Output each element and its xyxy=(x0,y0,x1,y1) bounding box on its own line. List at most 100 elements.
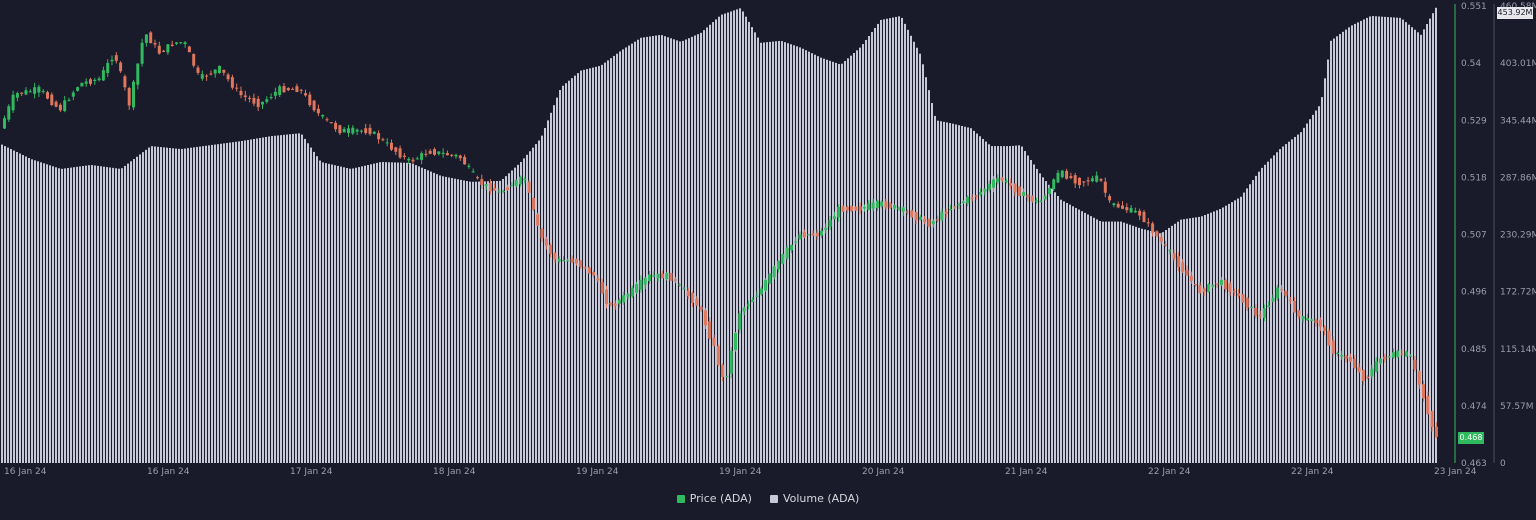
candle xyxy=(46,92,49,99)
candle xyxy=(355,129,359,132)
volume-bar xyxy=(592,67,594,464)
volume-bar xyxy=(1138,227,1140,463)
candle xyxy=(880,201,884,207)
volume-bar xyxy=(1258,171,1260,464)
volume-bar xyxy=(58,168,60,463)
price-tick-label: 0.518 xyxy=(1461,173,1487,183)
volume-bar xyxy=(148,147,150,464)
volume-bar xyxy=(697,34,699,464)
volume-bar xyxy=(1003,146,1005,463)
volume-bar xyxy=(652,36,654,463)
volume-bar xyxy=(121,168,123,463)
candle xyxy=(746,304,750,306)
volume-bar xyxy=(94,165,96,463)
volume-bar xyxy=(514,167,516,463)
x-tick-label: 16 Jan 24 xyxy=(4,467,47,477)
volume-bar xyxy=(322,162,324,464)
candle xyxy=(471,171,475,173)
volume-bar xyxy=(1336,36,1338,463)
candle xyxy=(1108,196,1112,201)
candle xyxy=(1039,201,1043,203)
volume-bar xyxy=(925,77,927,463)
volume-bar xyxy=(163,147,165,464)
candle xyxy=(119,62,123,72)
volume-bar xyxy=(496,180,498,464)
candle xyxy=(454,154,458,157)
volume-bar xyxy=(952,123,954,463)
volume-bar xyxy=(631,43,633,464)
candle xyxy=(1004,180,1008,182)
price-tick-label: 0.496 xyxy=(1461,288,1487,298)
candle xyxy=(205,75,209,77)
candle xyxy=(273,91,277,96)
candle xyxy=(338,125,342,134)
legend-item-price[interactable]: Price (ADA) xyxy=(676,492,752,505)
candle xyxy=(966,196,970,204)
candle xyxy=(549,244,553,254)
candle xyxy=(738,313,742,330)
candle xyxy=(1310,319,1314,321)
volume-bar xyxy=(1306,123,1308,464)
volume-bar xyxy=(1228,203,1230,463)
legend-item-volume[interactable]: Volume (ADA) xyxy=(769,492,859,505)
price-series xyxy=(3,31,1438,439)
candle xyxy=(1237,293,1241,296)
candle xyxy=(1301,316,1305,320)
volume-bar xyxy=(475,181,477,464)
candle xyxy=(768,273,772,284)
volume-bar xyxy=(1060,199,1062,463)
volume-bar xyxy=(763,42,765,463)
candle xyxy=(1426,396,1430,414)
candle xyxy=(970,197,974,199)
volume-bar xyxy=(1312,114,1314,463)
candle xyxy=(643,277,647,285)
volume-bar xyxy=(112,167,114,463)
candle xyxy=(187,46,191,53)
candle xyxy=(1305,318,1309,321)
candle xyxy=(196,67,200,73)
volume-bar xyxy=(1075,207,1077,463)
volume-bar xyxy=(730,11,732,463)
candle xyxy=(923,218,927,223)
candle xyxy=(291,88,295,90)
volume-bar xyxy=(274,135,276,463)
volume-bar xyxy=(1276,152,1278,464)
volume-bar xyxy=(1411,27,1413,464)
candle xyxy=(1047,188,1051,195)
volume-bar xyxy=(292,133,294,463)
volume-bar xyxy=(820,57,822,464)
candle xyxy=(248,97,252,100)
volume-bar xyxy=(442,176,444,464)
volume-bar xyxy=(748,21,750,463)
volume-bar xyxy=(1183,219,1185,463)
volume-bar xyxy=(1096,219,1098,463)
volume-bar xyxy=(319,160,321,464)
candle xyxy=(286,87,290,91)
volume-bar xyxy=(28,158,30,463)
volume-bar xyxy=(376,162,378,464)
volume-bar xyxy=(130,161,132,463)
candle xyxy=(239,90,243,96)
volume-bar xyxy=(595,66,597,464)
candle xyxy=(1422,384,1425,399)
volume-bar xyxy=(1144,229,1146,463)
volume-bar xyxy=(478,181,480,463)
price-tick-label: 0.463 xyxy=(1461,459,1487,469)
volume-bar xyxy=(1390,17,1392,463)
volume-bar xyxy=(523,158,525,463)
candle xyxy=(93,79,97,82)
candle xyxy=(63,100,67,112)
volume-bar xyxy=(1273,155,1275,464)
volume-bar xyxy=(1327,59,1329,464)
x-tick-label: 22 Jan 24 xyxy=(1291,467,1334,477)
legend-label-price: Price (ADA) xyxy=(689,492,752,505)
volume-bar xyxy=(118,168,120,463)
volume-bar xyxy=(835,62,837,464)
candle xyxy=(1194,283,1198,285)
volume-bar xyxy=(430,171,432,463)
volume-bar xyxy=(79,166,81,463)
volume-bar xyxy=(790,44,792,464)
volume-bar xyxy=(229,142,231,464)
candle xyxy=(798,234,802,240)
volume-bar xyxy=(736,9,738,463)
